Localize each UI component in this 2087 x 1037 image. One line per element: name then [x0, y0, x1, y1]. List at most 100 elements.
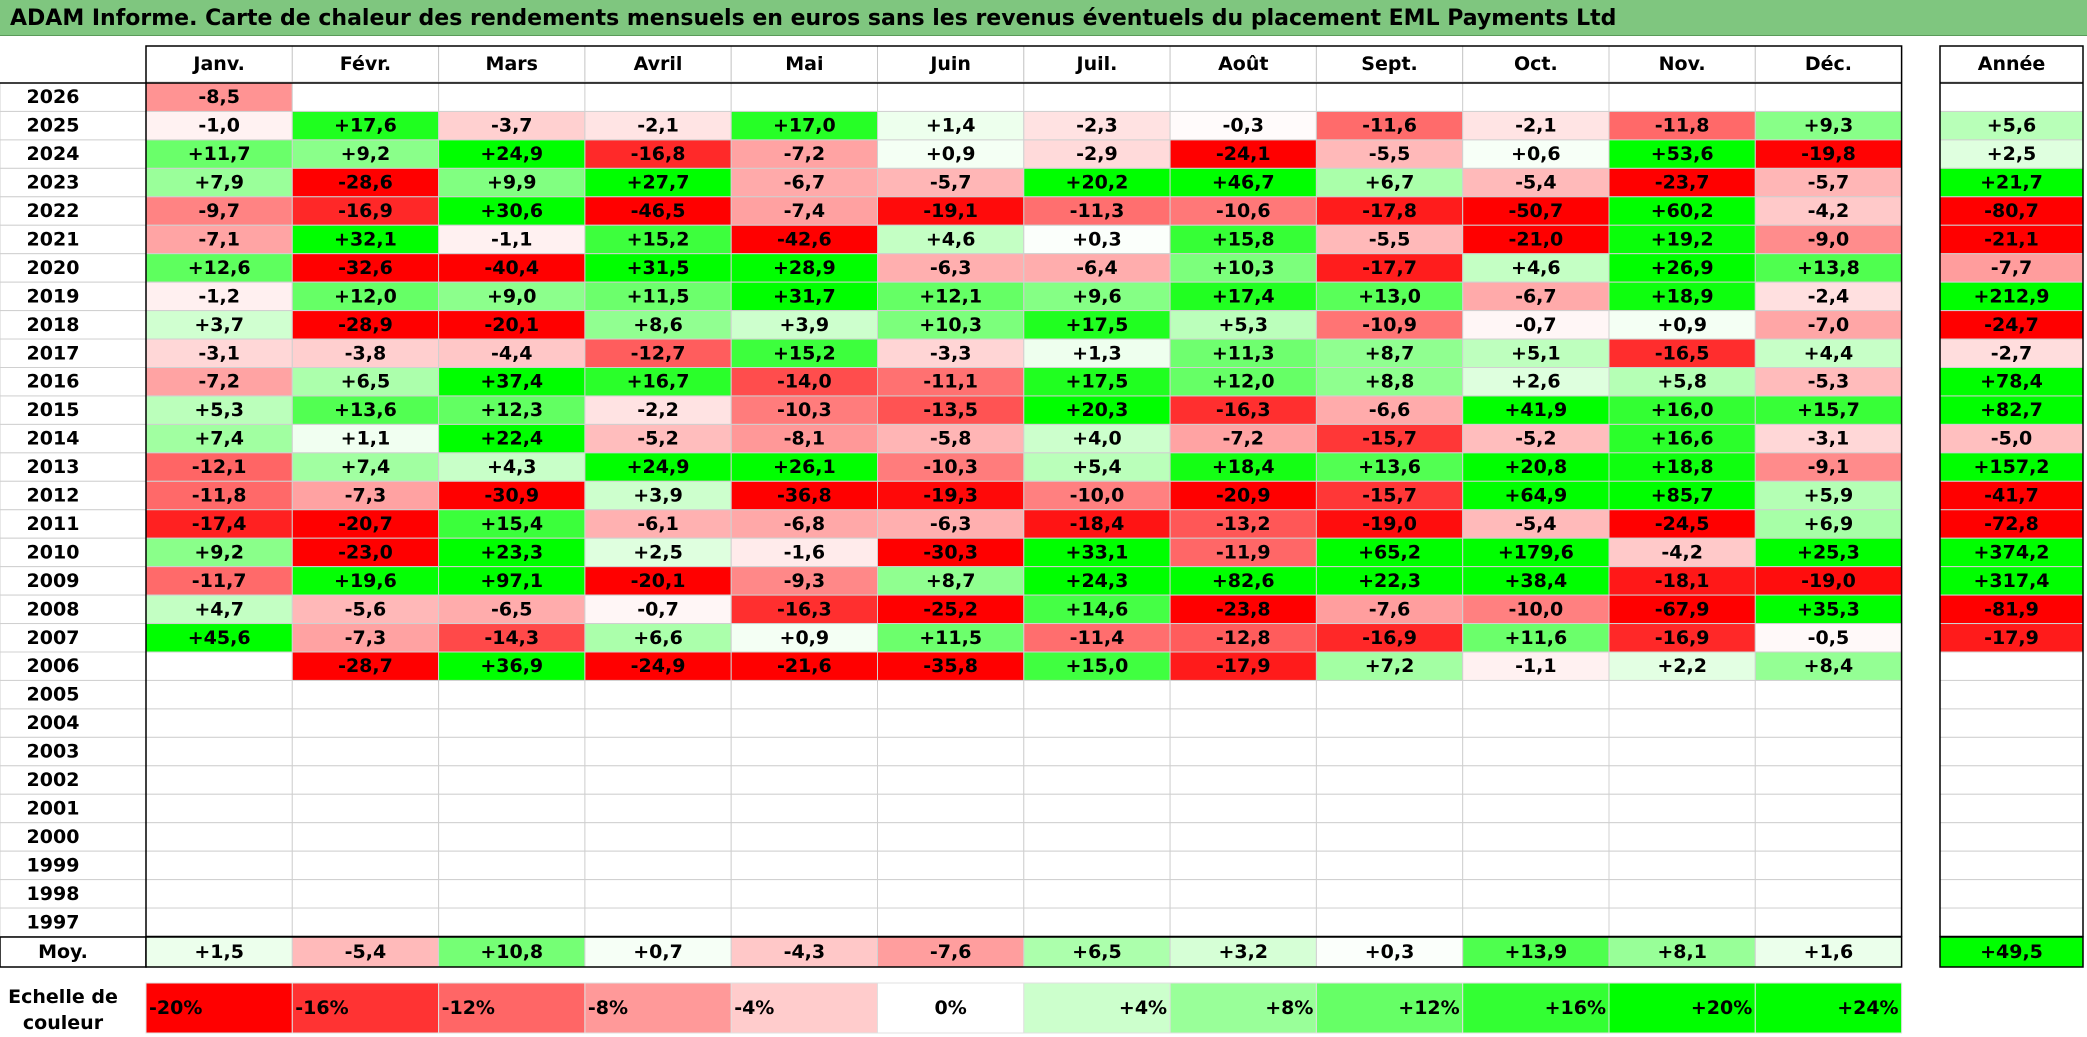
heatmap-cell-value: -11,6: [1362, 115, 1417, 137]
heatmap-cell-value: +53,6: [1651, 143, 1714, 165]
heatmap-cell-value: +2,6: [1511, 371, 1561, 393]
heatmap-cell-value: +9,3: [1804, 115, 1854, 137]
heatmap-cell-value: +0,9: [780, 627, 830, 649]
heatmap-cell: [1023, 509, 1171, 539]
heatmap-cell-value: -5,4: [1515, 513, 1557, 535]
annual-cell-value: -72,8: [1984, 513, 2039, 535]
heatmap-cell-value: +19,2: [1651, 228, 1714, 250]
heatmap-cell: [730, 907, 879, 937]
heatmap-cell-value: +20,3: [1066, 399, 1129, 421]
heatmap-cell: [1462, 793, 1610, 824]
color-scale-step-label: +20%: [1691, 997, 1752, 1019]
heatmap-cell: [1315, 367, 1464, 397]
average-annual-value: +49,5: [1980, 941, 2043, 963]
column-header-cell: [438, 45, 586, 83]
annual-cell-value: -2,7: [1991, 342, 2033, 364]
column-header-cell: [1608, 45, 1756, 83]
heatmap-cell: [1315, 82, 1464, 112]
heatmap-cell-value: +8,7: [1365, 342, 1415, 364]
heatmap-cell: [1315, 850, 1464, 881]
heatmap-cell-value: -25,2: [923, 598, 978, 620]
heatmap-cell-value: +5,1: [1511, 342, 1561, 364]
column-header-cell: [877, 45, 1025, 83]
heatmap-cell-value: -9,1: [1808, 456, 1850, 478]
color-scale-step-label: +24%: [1837, 997, 1898, 1019]
heatmap-cell: [1754, 196, 1903, 226]
chart-title: ADAM Informe. Carte de chaleur des rende…: [10, 6, 1617, 31]
heatmap-cell-value: +5,8: [1657, 371, 1707, 393]
average-cell-value: +10,8: [480, 941, 543, 963]
heatmap-cell: [145, 822, 293, 852]
heatmap-cell-value: +17,0: [773, 115, 836, 137]
heatmap-cell: [145, 110, 293, 141]
heatmap-cell-value: +15,2: [627, 228, 690, 250]
heatmap-cell-value: -11,7: [192, 570, 247, 592]
heatmap-cell: [1169, 224, 1317, 255]
heatmap-cell: [1462, 167, 1610, 198]
heatmap-cell: [877, 310, 1025, 340]
heatmap-cell-value: -7,3: [345, 627, 387, 649]
annual-cell: [1939, 793, 2084, 824]
heatmap-cell-value: +9,9: [487, 172, 537, 194]
average-cell-value: +0,3: [1365, 941, 1415, 963]
heatmap-cell: [1023, 708, 1171, 738]
heatmap-cell: [1169, 338, 1317, 368]
row-year-label: 2006: [27, 655, 80, 677]
heatmap-cell-value: -5,5: [1369, 228, 1411, 250]
heatmap-cell-value: -6,4: [1076, 257, 1118, 279]
heatmap-cell: [1608, 651, 1756, 681]
column-header: Janv.: [191, 53, 244, 75]
row-year-label: 2021: [27, 228, 80, 250]
heatmap-cell: [291, 879, 440, 909]
heatmap-cell: [730, 736, 879, 767]
heatmap-cell: [1169, 367, 1317, 397]
heatmap-cell-value: -6,3: [930, 257, 972, 279]
heatmap-cell: [1169, 566, 1317, 596]
heatmap-cell: [438, 196, 586, 226]
heatmap-cell: [1169, 822, 1317, 852]
annual-cell-value: +374,2: [1973, 541, 2049, 563]
heatmap-cell-value: +12,0: [1212, 371, 1275, 393]
heatmap-cell: [1315, 708, 1464, 738]
heatmap-cell-value: -2,3: [1076, 115, 1118, 137]
row-year-label: 2019: [27, 285, 80, 307]
heatmap-cell-value: -10,3: [777, 399, 832, 421]
heatmap-cell-value: -20,7: [338, 513, 393, 535]
heatmap-cell: [1608, 850, 1756, 881]
row-year-label: 2020: [27, 257, 80, 279]
heatmap-cell: [1608, 793, 1756, 824]
heatmap-cell: [877, 822, 1025, 852]
heatmap-cell-value: -9,3: [784, 570, 826, 592]
color-scale-swatch: [877, 982, 1025, 1034]
heatmap-cell: [438, 423, 586, 454]
heatmap-cell: [145, 708, 293, 738]
heatmap-cell-value: -6,6: [1369, 399, 1411, 421]
heatmap-cell-value: +9,2: [341, 143, 391, 165]
heatmap-cell-value: +0,9: [926, 143, 976, 165]
row-year-label: 1997: [27, 911, 80, 933]
heatmap-cell-value: -0,3: [1222, 115, 1264, 137]
heatmap-cell: [1608, 509, 1756, 539]
heatmap-cell: [1462, 423, 1610, 454]
heatmap-cell: [1023, 281, 1171, 312]
heatmap-cell-value: +7,4: [194, 428, 244, 450]
heatmap-cell-value: -3,3: [930, 342, 972, 364]
heatmap-cell: [877, 253, 1025, 283]
heatmap-cell: [877, 224, 1025, 255]
heatmap-cell: [438, 167, 586, 198]
heatmap-cell: [1315, 310, 1464, 340]
heatmap-cell: [1754, 395, 1903, 425]
heatmap-cell-value: +38,4: [1504, 570, 1567, 592]
heatmap-cell-value: +32,1: [334, 228, 397, 250]
row-label-cell: [0, 367, 147, 397]
heatmap-cell-value: +12,6: [188, 257, 251, 279]
heatmap-cell: [584, 423, 732, 454]
heatmap-cell: [145, 196, 293, 226]
heatmap-cell-value: +0,3: [1072, 228, 1122, 250]
row-year-label: 2015: [27, 399, 80, 421]
row-year-label: 2012: [27, 485, 80, 507]
heatmap-cell: [730, 793, 879, 824]
heatmap-cell-value: +18,9: [1651, 285, 1714, 307]
heatmap-cell-value: -17,7: [1362, 257, 1417, 279]
heatmap-cell-value: +10,3: [919, 314, 982, 336]
